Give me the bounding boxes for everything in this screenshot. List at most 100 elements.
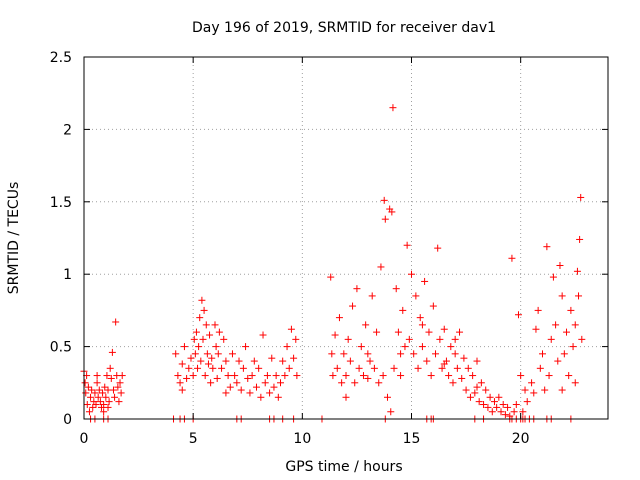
data-point: [471, 389, 479, 397]
data-point: [214, 350, 222, 358]
data-point: [279, 357, 287, 365]
data-point: [438, 364, 446, 372]
data-point: [462, 386, 470, 394]
data-point: [226, 383, 234, 391]
data-point: [480, 401, 488, 409]
data-point: [239, 364, 247, 372]
data-point: [416, 314, 424, 322]
data-point: [556, 262, 564, 270]
data-point: [111, 393, 119, 401]
data-point: [338, 379, 346, 387]
data-point: [432, 350, 440, 358]
data-point: [94, 393, 102, 401]
data-point: [96, 398, 104, 406]
data-point: [203, 350, 211, 358]
data-point: [183, 374, 191, 382]
y-tick-label: 0: [63, 412, 72, 428]
data-point: [196, 314, 204, 322]
data-point: [100, 408, 108, 416]
data-point: [235, 357, 243, 365]
data-point: [577, 193, 585, 201]
data-point: [259, 331, 267, 339]
data-point: [237, 386, 245, 394]
data-point: [571, 379, 579, 387]
data-point: [390, 364, 398, 372]
data-point: [389, 104, 397, 112]
data-point: [252, 383, 260, 391]
data-point: [499, 401, 507, 409]
data-point: [521, 386, 529, 394]
chart-title: Day 196 of 2019, SRMTID for receiver dav…: [192, 20, 496, 36]
data-point: [440, 360, 448, 368]
data-point: [434, 244, 442, 252]
data-point: [514, 311, 522, 319]
data-point: [82, 389, 90, 397]
data-point: [106, 364, 114, 372]
data-point: [176, 379, 184, 387]
data-point: [192, 328, 200, 336]
data-point: [464, 364, 472, 372]
data-point: [263, 372, 271, 380]
data-point: [449, 379, 457, 387]
data-point: [257, 393, 265, 401]
data-point: [266, 389, 274, 397]
data-point: [408, 270, 415, 278]
data-point: [405, 335, 413, 343]
data-point: [87, 393, 95, 401]
data-point: [427, 372, 435, 380]
data-point: [274, 393, 282, 401]
data-point: [554, 357, 562, 365]
data-point: [207, 379, 215, 387]
data-point: [394, 328, 402, 336]
data-point: [547, 335, 555, 343]
data-point: [532, 325, 540, 333]
data-point: [255, 364, 263, 372]
data-point: [421, 277, 429, 285]
data-point: [104, 403, 112, 411]
data-point: [576, 235, 584, 243]
data-point: [200, 306, 208, 314]
data-point: [277, 379, 284, 387]
data-point: [220, 335, 228, 343]
data-point: [222, 357, 230, 365]
data-point: [364, 350, 372, 358]
data-point: [212, 343, 220, 351]
data-point: [108, 348, 116, 356]
data-point: [573, 267, 581, 275]
data-point: [488, 408, 496, 416]
data-point: [558, 292, 566, 300]
data-point: [517, 372, 525, 380]
data-point: [335, 314, 343, 322]
data-point: [379, 372, 387, 380]
data-point: [370, 364, 378, 372]
data-point: [429, 302, 437, 310]
data-point: [445, 372, 453, 380]
data-point: [116, 379, 124, 387]
y-tick-label: 2: [63, 122, 72, 138]
data-point: [211, 321, 219, 329]
data-point: [403, 241, 411, 249]
data-point: [268, 354, 276, 362]
data-point: [460, 354, 468, 362]
data-point: [473, 357, 481, 365]
data-point: [197, 357, 205, 365]
data-point: [412, 292, 420, 300]
data-point: [567, 306, 575, 314]
data-point: [377, 263, 385, 271]
grid-lines: [84, 57, 608, 419]
data-point: [530, 389, 538, 397]
data-point: [190, 335, 198, 343]
data-point: [206, 331, 214, 339]
data-point: [375, 379, 383, 387]
data-point: [204, 360, 212, 368]
data-point: [381, 215, 389, 223]
data-point: [575, 292, 583, 300]
data-point: [270, 383, 278, 391]
data-point: [118, 372, 126, 380]
x-tick-label: 15: [403, 431, 421, 447]
data-point: [115, 398, 123, 406]
data-point: [549, 273, 557, 281]
data-point: [208, 354, 216, 362]
data-point: [285, 364, 293, 372]
